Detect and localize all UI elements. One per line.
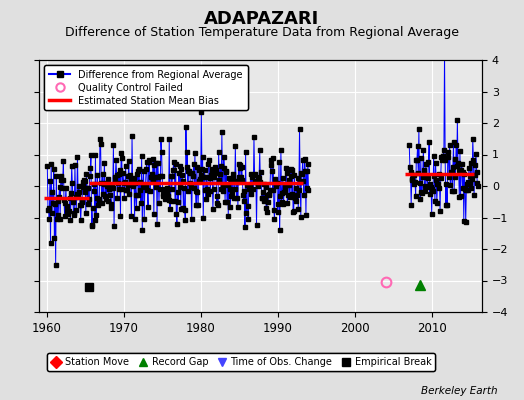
- Legend: Difference from Regional Average, Quality Control Failed, Estimated Station Mean: Difference from Regional Average, Qualit…: [44, 65, 247, 110]
- Text: Berkeley Earth: Berkeley Earth: [421, 386, 498, 396]
- Legend: Station Move, Record Gap, Time of Obs. Change, Empirical Break: Station Move, Record Gap, Time of Obs. C…: [47, 353, 435, 371]
- Text: ADAPAZARI: ADAPAZARI: [204, 10, 320, 28]
- Text: Difference of Station Temperature Data from Regional Average: Difference of Station Temperature Data f…: [65, 26, 459, 39]
